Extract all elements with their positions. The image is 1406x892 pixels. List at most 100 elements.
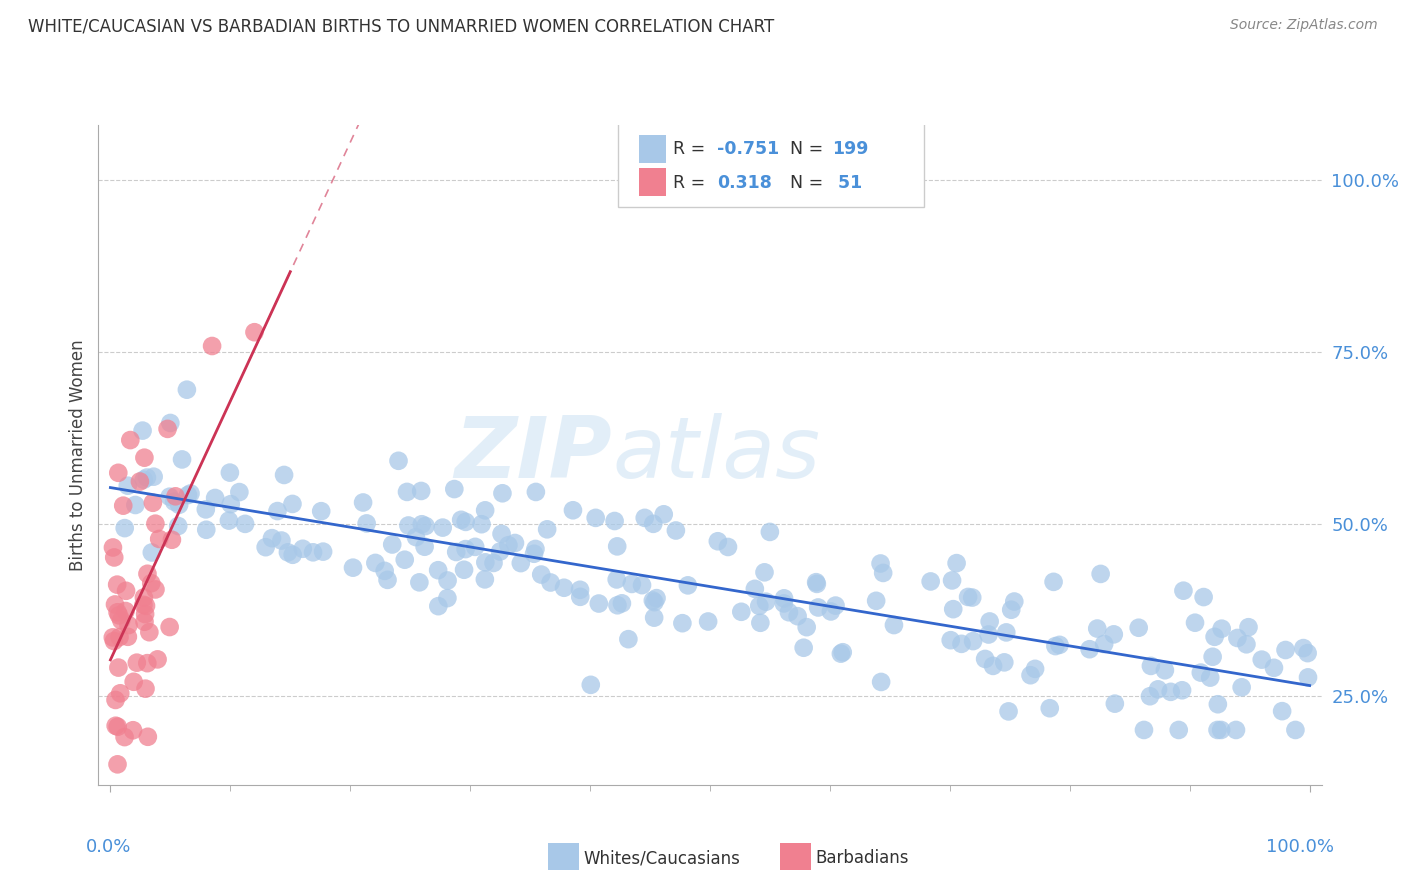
Point [945, 556, 967, 570]
Point [134, 681, 156, 696]
Point [869, 557, 891, 571]
Text: Source: ZipAtlas.com: Source: ZipAtlas.com [1230, 18, 1378, 32]
Point [1204, 630, 1226, 644]
Point [831, 645, 853, 659]
Point [744, 582, 766, 596]
Point [160, 533, 183, 547]
Point [132, 591, 155, 605]
Point [796, 620, 818, 634]
Point [524, 541, 547, 556]
Text: 199: 199 [832, 140, 869, 158]
Point [489, 544, 512, 558]
Point [146, 652, 169, 666]
Point [273, 467, 295, 482]
Point [281, 497, 304, 511]
Point [1000, 603, 1022, 617]
Point [1133, 723, 1156, 737]
Point [1078, 642, 1101, 657]
Point [387, 454, 409, 468]
Point [101, 631, 124, 645]
Point [145, 516, 167, 531]
Point [148, 532, 170, 546]
Point [454, 515, 477, 529]
Point [1225, 723, 1247, 737]
Point [132, 473, 155, 487]
Point [1045, 639, 1067, 653]
Point [645, 591, 668, 606]
Point [124, 498, 146, 512]
Point [165, 489, 187, 503]
Point [503, 536, 526, 550]
Point [159, 416, 181, 430]
Text: atlas: atlas [612, 413, 820, 497]
Text: 100.0%: 100.0% [1265, 838, 1334, 855]
Point [395, 484, 418, 499]
Point [979, 615, 1001, 629]
Point [134, 450, 156, 465]
Point [107, 660, 129, 674]
Point [107, 466, 129, 480]
Point [588, 597, 610, 611]
Point [177, 488, 200, 502]
Point [156, 422, 179, 436]
Point [134, 615, 156, 629]
Point [204, 491, 226, 505]
Point [509, 556, 531, 570]
Point [755, 595, 778, 609]
Point [408, 575, 430, 590]
Point [194, 502, 217, 516]
Point [603, 514, 626, 528]
Point [163, 494, 186, 508]
Point [122, 723, 145, 738]
Point [105, 577, 128, 591]
Point [107, 720, 129, 734]
Point [450, 513, 472, 527]
Point [218, 514, 240, 528]
Point [773, 596, 796, 610]
Point [135, 470, 157, 484]
Point [643, 610, 665, 624]
Text: 0.318: 0.318 [717, 174, 772, 192]
Point [356, 516, 378, 531]
Point [981, 659, 1004, 673]
Point [1206, 723, 1229, 737]
Text: ZIP: ZIP [454, 413, 612, 497]
Point [142, 496, 165, 510]
Point [108, 630, 131, 644]
Point [260, 531, 283, 545]
Point [524, 485, 547, 500]
Point [381, 537, 404, 551]
Point [697, 615, 720, 629]
Point [1271, 704, 1294, 718]
Point [302, 545, 325, 559]
Point [1296, 646, 1319, 660]
Text: R =: R = [673, 140, 711, 158]
Point [643, 595, 665, 609]
Point [1171, 683, 1194, 698]
Point [110, 686, 132, 700]
Point [806, 577, 828, 591]
Point [1147, 682, 1170, 697]
Point [136, 656, 159, 670]
Point [219, 497, 242, 511]
Point [1160, 685, 1182, 699]
Bar [640, 169, 666, 196]
Point [993, 656, 1015, 670]
Text: R =: R = [673, 174, 711, 192]
Point [617, 632, 640, 647]
Point [1019, 668, 1042, 682]
Point [110, 613, 132, 627]
Point [411, 517, 433, 532]
Point [1292, 641, 1315, 656]
Point [960, 591, 983, 605]
Point [427, 599, 450, 614]
Text: 51: 51 [832, 174, 863, 192]
Text: N =: N = [790, 140, 828, 158]
Point [141, 576, 163, 591]
Point [444, 545, 467, 559]
Point [342, 560, 364, 574]
Point [870, 675, 893, 690]
Point [415, 519, 437, 533]
Point [167, 498, 190, 512]
FancyBboxPatch shape [619, 121, 924, 208]
